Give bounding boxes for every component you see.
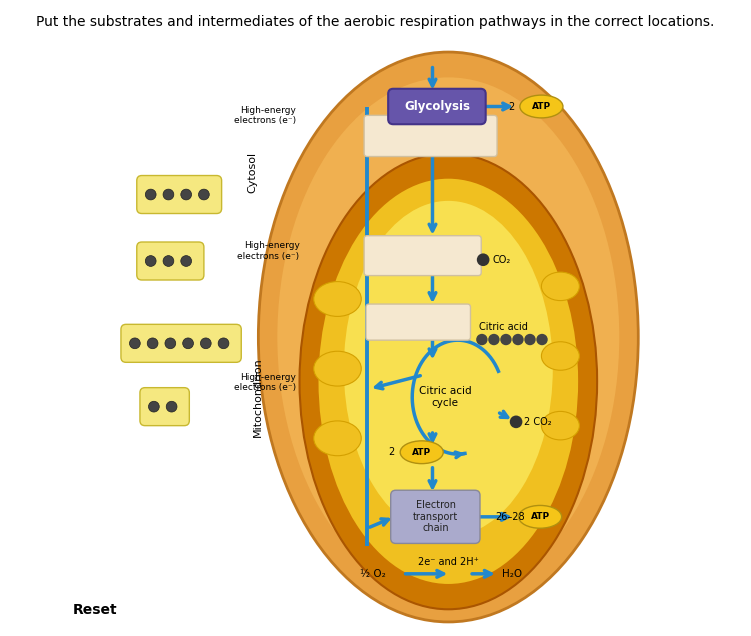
Text: H₂O: H₂O xyxy=(502,569,522,579)
Text: 2: 2 xyxy=(388,447,394,457)
FancyBboxPatch shape xyxy=(364,236,481,275)
Text: CO₂: CO₂ xyxy=(492,256,510,265)
Text: Citric acid
cycle: Citric acid cycle xyxy=(419,386,472,408)
Circle shape xyxy=(201,338,211,349)
Ellipse shape xyxy=(314,351,361,386)
Text: Cytosol: Cytosol xyxy=(248,152,258,193)
Circle shape xyxy=(163,256,173,266)
Text: Glycolysis: Glycolysis xyxy=(404,100,470,113)
Circle shape xyxy=(146,189,156,200)
FancyBboxPatch shape xyxy=(391,490,480,543)
Ellipse shape xyxy=(519,506,562,529)
Ellipse shape xyxy=(520,95,563,118)
Text: Put the substrates and intermediates of the aerobic respiration pathways in the : Put the substrates and intermediates of … xyxy=(36,15,715,29)
Circle shape xyxy=(181,189,192,200)
Text: High-energy
electrons (e⁻): High-energy electrons (e⁻) xyxy=(237,241,300,261)
Circle shape xyxy=(198,189,210,200)
Text: Mitochondrion: Mitochondrion xyxy=(253,357,263,437)
Text: 2 CO₂: 2 CO₂ xyxy=(524,417,552,427)
Text: Reset: Reset xyxy=(73,603,117,617)
Ellipse shape xyxy=(344,201,553,536)
Circle shape xyxy=(476,334,487,345)
Circle shape xyxy=(147,338,158,349)
Circle shape xyxy=(488,334,499,345)
Text: High-energy
electrons (e⁻): High-energy electrons (e⁻) xyxy=(234,106,297,125)
Text: ATP: ATP xyxy=(532,102,551,111)
Text: ATP: ATP xyxy=(412,448,431,457)
Circle shape xyxy=(524,334,535,345)
FancyBboxPatch shape xyxy=(366,304,470,340)
Ellipse shape xyxy=(314,421,361,456)
FancyBboxPatch shape xyxy=(137,242,204,280)
Ellipse shape xyxy=(258,52,638,622)
Circle shape xyxy=(163,189,173,200)
Ellipse shape xyxy=(300,153,597,609)
Text: Electron
transport
chain: Electron transport chain xyxy=(413,501,458,534)
Circle shape xyxy=(149,401,159,412)
FancyBboxPatch shape xyxy=(388,89,486,124)
Circle shape xyxy=(512,334,523,345)
Text: 26–28: 26–28 xyxy=(495,512,524,522)
Circle shape xyxy=(536,334,547,345)
Circle shape xyxy=(165,338,176,349)
Circle shape xyxy=(129,338,140,349)
Circle shape xyxy=(218,338,229,349)
Text: Citric acid: Citric acid xyxy=(478,322,528,332)
Ellipse shape xyxy=(400,441,443,464)
Text: 2e⁻ and 2H⁺: 2e⁻ and 2H⁺ xyxy=(418,557,478,567)
Circle shape xyxy=(181,256,192,266)
Ellipse shape xyxy=(277,78,620,597)
FancyBboxPatch shape xyxy=(364,115,497,156)
Circle shape xyxy=(182,338,194,349)
Text: ATP: ATP xyxy=(530,513,550,522)
Ellipse shape xyxy=(314,282,361,317)
Text: ½ O₂: ½ O₂ xyxy=(360,569,386,579)
Circle shape xyxy=(166,401,177,412)
Ellipse shape xyxy=(541,411,580,440)
Circle shape xyxy=(477,253,490,266)
Ellipse shape xyxy=(541,272,580,301)
Text: High-energy
electrons (e⁻): High-energy electrons (e⁻) xyxy=(234,373,297,392)
Ellipse shape xyxy=(541,342,580,370)
Circle shape xyxy=(510,415,523,428)
FancyBboxPatch shape xyxy=(140,388,189,425)
FancyBboxPatch shape xyxy=(137,176,222,214)
Ellipse shape xyxy=(318,179,578,584)
FancyBboxPatch shape xyxy=(121,324,241,363)
Text: 2: 2 xyxy=(508,102,514,111)
Circle shape xyxy=(146,256,156,266)
Circle shape xyxy=(500,334,511,345)
